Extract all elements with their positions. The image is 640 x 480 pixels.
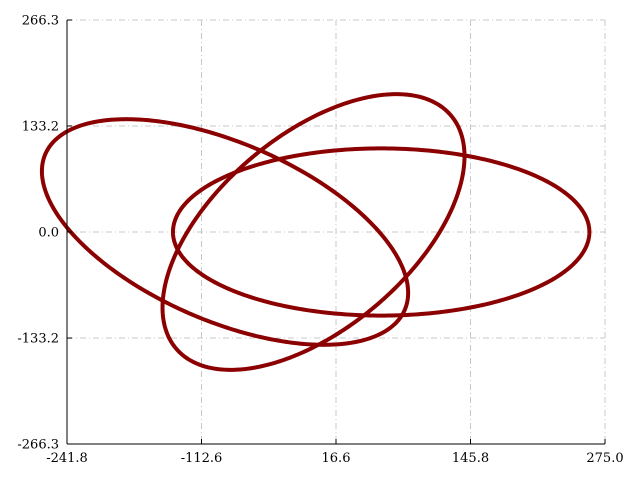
ellipse-curve-3 bbox=[160, 92, 467, 372]
y-tick-label-4: 266.3 bbox=[22, 14, 59, 29]
x-tick-label-2: 16.6 bbox=[322, 451, 351, 466]
ellipse-curve-1 bbox=[170, 146, 592, 318]
x-tick-label-0: -241.8 bbox=[46, 451, 88, 466]
grid-layer bbox=[66, 19, 606, 445]
y-tick-label-2: 0.0 bbox=[38, 226, 59, 241]
y-tick-label-3: 133.2 bbox=[22, 119, 59, 134]
x-tick-label-3: 145.8 bbox=[452, 451, 489, 466]
x-tick-label-1: -112.6 bbox=[181, 451, 223, 466]
x-tick-label-4: 275.0 bbox=[586, 451, 623, 466]
ellipse-curve-2 bbox=[39, 117, 411, 347]
axis-layer bbox=[66, 19, 606, 445]
tick-label-layer: -241.8 -112.6 16.6 145.8 275.0 -266.3 -133.2 0.… bbox=[17, 14, 623, 467]
y-tick-label-0: -266.3 bbox=[17, 438, 59, 453]
y-tick-label-1: -133.2 bbox=[17, 332, 59, 347]
curve-layer bbox=[39, 92, 592, 372]
